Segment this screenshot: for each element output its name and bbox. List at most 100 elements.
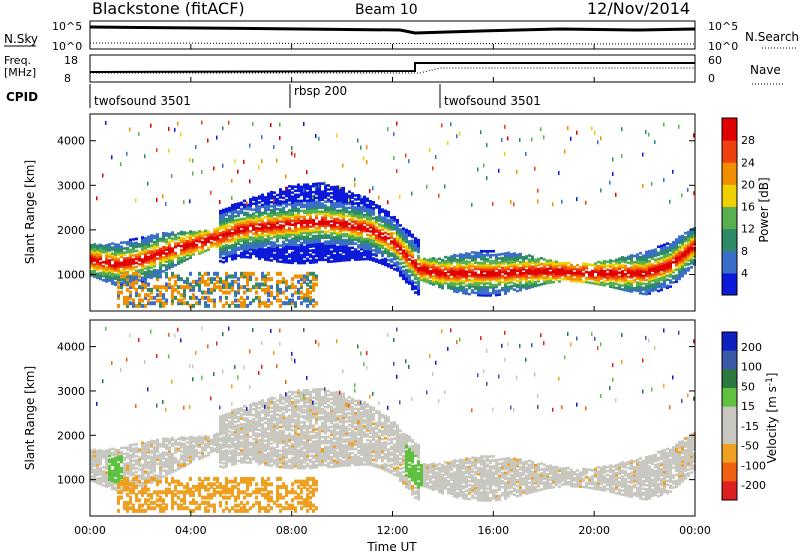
power-cell (633, 266, 636, 270)
power-cell (474, 267, 477, 271)
power-cell (369, 250, 372, 253)
power-cell (306, 247, 309, 251)
power-cell (363, 247, 366, 251)
power-cell (207, 271, 210, 276)
power-cell (483, 266, 486, 269)
power-cell (198, 250, 201, 253)
power-cell (231, 235, 234, 239)
power-cell (162, 285, 165, 290)
power-cell (543, 262, 546, 265)
velocity-cell (111, 461, 114, 465)
power-cell (120, 263, 123, 267)
power-cell (405, 234, 408, 238)
power-cell (396, 121, 398, 126)
power-cell (306, 290, 309, 295)
power-cell (138, 245, 141, 248)
power-cell (96, 262, 99, 266)
power-cell (405, 244, 408, 248)
power-cell (663, 257, 666, 261)
power-cell (501, 286, 504, 290)
velocity-cell (177, 495, 180, 500)
power-cell (312, 184, 315, 188)
power-cell (639, 290, 642, 293)
velocity-cell (165, 473, 168, 477)
power-cell (336, 205, 339, 209)
power-cell (315, 248, 318, 252)
power-cell (453, 273, 456, 277)
power-cell (123, 298, 126, 303)
power-cell (255, 252, 258, 256)
power-cell (360, 213, 363, 217)
power-cell (639, 263, 642, 267)
power-cell (456, 268, 459, 272)
power-cell (258, 237, 261, 240)
power-cell (234, 211, 237, 214)
power-cell (231, 233, 234, 237)
power-cell (327, 212, 330, 215)
velocity-cell (156, 456, 159, 460)
power-cell (414, 291, 417, 294)
power-cell (366, 227, 369, 231)
power-cell (639, 251, 642, 255)
power-cell (357, 195, 360, 199)
power-cell (174, 233, 177, 237)
power-cell (411, 255, 414, 259)
power-cell (669, 267, 672, 270)
power-cell (654, 268, 657, 272)
power-cell (282, 236, 285, 240)
power-cell (333, 213, 336, 217)
velocity-cell (99, 451, 102, 454)
power-cell (102, 246, 105, 250)
power-cell (609, 277, 612, 280)
power-cell (426, 258, 429, 262)
power-cell (306, 287, 309, 292)
power-cell (669, 273, 672, 276)
power-cell (141, 303, 144, 308)
power-cell (495, 259, 498, 263)
power-cell (324, 212, 327, 215)
power-cell (303, 195, 306, 199)
power-cell (474, 271, 477, 275)
power-cell (657, 283, 660, 287)
power-cell (612, 157, 614, 162)
power-cell (249, 274, 252, 279)
power-cell (186, 245, 189, 249)
power-cell (603, 259, 606, 263)
power-cell (120, 261, 123, 265)
power-cell (345, 246, 348, 250)
power-cell (609, 263, 612, 266)
power-cell (126, 282, 129, 287)
velocity-cell (138, 450, 141, 453)
power-cell (222, 248, 225, 252)
power-cell (261, 217, 264, 221)
power-cell (441, 284, 444, 288)
power-cell (228, 254, 231, 258)
power-cell (612, 263, 615, 267)
power-cell (489, 270, 492, 273)
power-cell (198, 277, 201, 282)
power-cell (174, 245, 177, 249)
power-cell (315, 282, 318, 287)
power-cell (414, 241, 417, 244)
velocity-cell (168, 464, 171, 467)
power-cell (183, 253, 186, 256)
power-cell (90, 262, 93, 265)
power-cell (648, 282, 651, 285)
power-cell (300, 253, 303, 257)
power-cell (579, 278, 582, 281)
power-cell (657, 259, 660, 263)
colorbar-tick-label: 12 (741, 223, 755, 236)
power-cell (687, 187, 689, 192)
power-cell (393, 231, 396, 235)
power-cell (534, 280, 537, 284)
power-cell (360, 247, 363, 251)
power-cell (627, 267, 630, 271)
power-cell (309, 253, 312, 256)
power-cell (339, 259, 342, 262)
power-cell (108, 255, 111, 258)
power-cell (201, 234, 204, 238)
power-cell (504, 282, 507, 285)
power-cell (144, 244, 147, 248)
power-cell (660, 276, 663, 280)
power-cell (495, 261, 498, 265)
